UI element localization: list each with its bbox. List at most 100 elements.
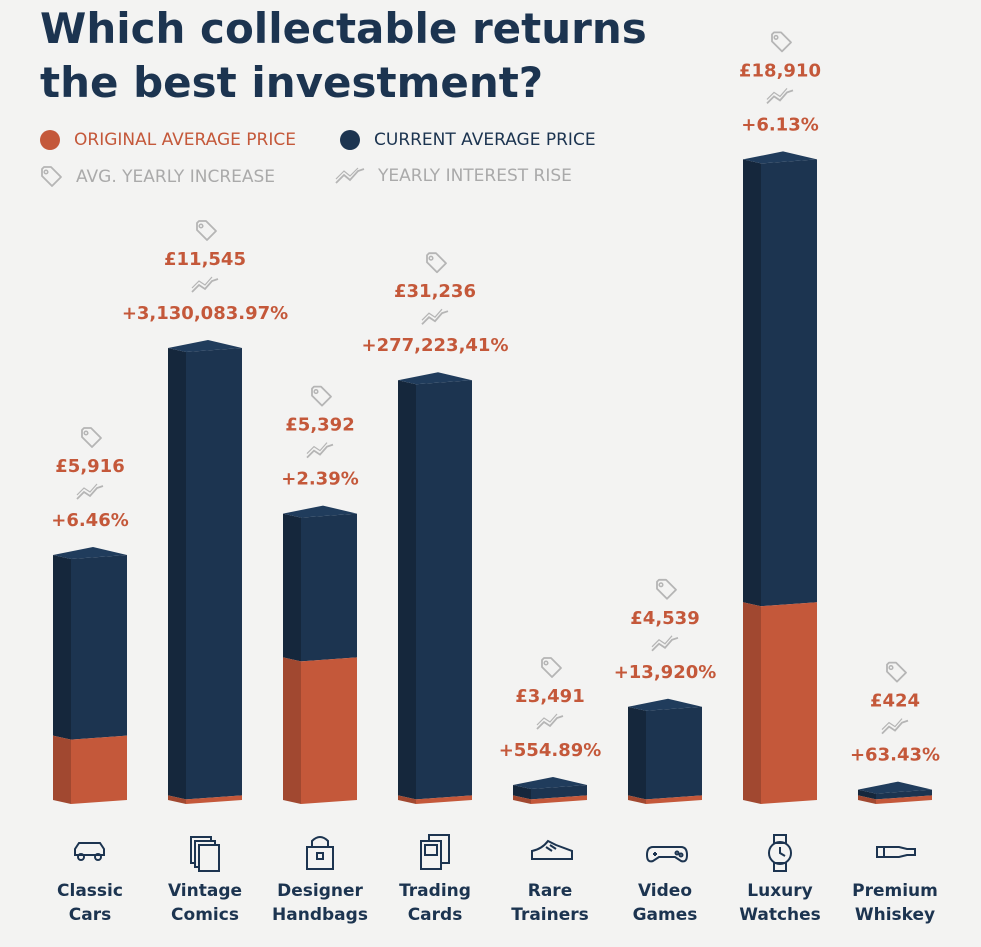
car-icon [74, 842, 105, 861]
legend-current: CURRENT AVERAGE PRICE [340, 130, 596, 150]
tag-icon [196, 220, 217, 241]
category-label: Handbags [272, 905, 368, 925]
bar-group-1: £11,545 +3,130,083.97% Vintage Comics [122, 220, 288, 925]
trend-line-icon [335, 167, 365, 184]
current-price-label: £424 [870, 691, 920, 712]
tag-icon [81, 427, 102, 448]
bar-top [283, 505, 357, 518]
bar-current [531, 785, 587, 800]
bar-original [761, 602, 817, 804]
bar-current-side [858, 789, 876, 800]
bar-original-side [513, 795, 531, 804]
category-label: Comics [171, 905, 239, 925]
bar-original-side [168, 795, 186, 804]
bar-current-side [168, 348, 186, 800]
bar-top [858, 781, 932, 794]
current-price-label: £3,491 [515, 686, 584, 707]
gamepad-icon [645, 846, 689, 863]
trend-line-icon [191, 276, 219, 293]
bar-group-2: £5,392 +2.39% Designer Handbags [272, 385, 368, 925]
bar-original-side [53, 735, 71, 804]
category-label: Trainers [511, 905, 589, 925]
bar-top [398, 372, 472, 385]
current-price-label: £4,539 [630, 608, 699, 629]
watch-icon [768, 834, 792, 872]
trend-line-icon [651, 635, 679, 652]
bar-current [761, 159, 817, 607]
page-title: Which collectable returns the best inves… [40, 2, 647, 110]
tag-icon [656, 578, 677, 600]
legend-original-label: ORIGINAL AVERAGE PRICE [74, 130, 296, 150]
category-label: Cars [69, 905, 111, 925]
bar-group-5: £4,539 +13,920% Video Games [614, 578, 716, 925]
bar-original [186, 795, 242, 804]
bar-original-side [283, 657, 301, 804]
bar-original-side [858, 795, 876, 804]
trend-line-icon [306, 442, 334, 459]
bar-current [186, 348, 242, 800]
category-label: Watches [739, 905, 821, 925]
tag-icon [541, 657, 562, 678]
tag-icon [771, 31, 792, 53]
category-label: Vintage [168, 881, 242, 901]
bar-original [416, 795, 472, 804]
interest-rise-label: +2.39% [281, 469, 359, 490]
current-price-label: £18,910 [739, 60, 821, 81]
trend-line-icon [766, 88, 794, 105]
legend-avg-increase: AVG. YEARLY INCREASE [40, 166, 275, 188]
bar-current-side [743, 159, 761, 607]
title-line-1: Which collectable returns [40, 4, 647, 53]
bar-current-side [398, 380, 416, 800]
current-price-label: £31,236 [394, 281, 476, 302]
category-label: Trading [399, 881, 471, 901]
interest-rise-label: +554.89% [499, 740, 602, 761]
category-label: Luxury [747, 881, 812, 901]
interest-rise-label: +63.43% [850, 745, 940, 766]
bar-current [301, 513, 357, 662]
bar-top [168, 340, 242, 352]
bar-original [71, 735, 127, 804]
bar-top [628, 698, 702, 711]
comics-icon [190, 836, 220, 872]
bar-original-side [398, 795, 416, 804]
bar-original [531, 795, 587, 804]
bar-group-3: £31,236 +277,223,41% Trading Cards [362, 252, 509, 925]
bar-current [876, 789, 932, 800]
bar-original [646, 795, 702, 804]
legend-interest-rise-label: YEARLY INTEREST RISE [378, 166, 572, 186]
interest-rise-label: +277,223,41% [362, 335, 509, 356]
interest-rise-label: +6.46% [51, 510, 129, 531]
category-label: Cards [408, 905, 463, 925]
bar-group-6: £18,910 +6.13% Luxury Watches [739, 31, 821, 925]
trend-line-icon [76, 483, 104, 500]
trend-line-icon [536, 713, 564, 730]
trainer-icon [531, 839, 573, 860]
tag-icon [886, 661, 907, 683]
interest-rise-label: +3,130,083.97% [122, 303, 288, 324]
category-label: Video [638, 881, 692, 901]
bottle-icon [876, 846, 916, 858]
bar-group-7: £424 +63.43% Premium Whiskey [850, 661, 940, 925]
bar-current [646, 706, 702, 800]
category-label: Whiskey [855, 905, 935, 925]
bar-original [301, 657, 357, 804]
trading-card-icon [420, 834, 450, 870]
bar-current [416, 380, 472, 800]
category-label: Premium [852, 881, 938, 901]
bar-original-side [628, 795, 646, 804]
legend-avg-increase-label: AVG. YEARLY INCREASE [76, 167, 276, 187]
category-label: Designer [277, 881, 363, 901]
legend-original: ORIGINAL AVERAGE PRICE [40, 130, 296, 150]
tag-icon [426, 252, 447, 274]
bar-original-side [743, 602, 761, 804]
legend-interest-rise: YEARLY INTEREST RISE [334, 166, 572, 186]
trend-line-icon [881, 718, 909, 735]
handbag-icon [306, 836, 334, 870]
legend-current-label: CURRENT AVERAGE PRICE [374, 130, 596, 150]
original-dot-icon [40, 130, 60, 150]
category-label: Classic [57, 881, 123, 901]
current-price-label: £11,545 [164, 249, 246, 270]
bar-current-side [513, 785, 531, 800]
current-price-label: £5,916 [55, 456, 124, 477]
